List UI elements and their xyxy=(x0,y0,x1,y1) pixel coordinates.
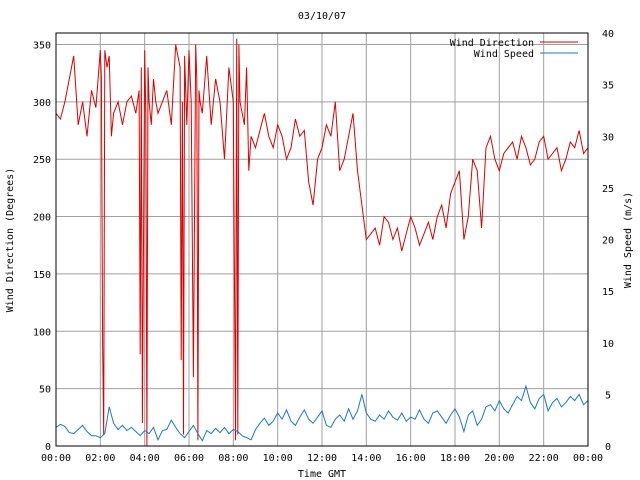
y-left-axis-ticks: 0 50 100 150 200 250 300 350 xyxy=(33,40,51,453)
y-left-tick-label: 250 xyxy=(33,155,51,166)
x-tick-label: 14:00 xyxy=(351,453,381,464)
series-lines xyxy=(55,38,589,447)
y-right-tick-label: 25 xyxy=(602,184,614,195)
plot-frame xyxy=(55,32,589,447)
y-left-tick-label: 300 xyxy=(33,98,51,109)
y-left-tick-label: 50 xyxy=(39,385,51,396)
x-tick-label: 08:00 xyxy=(218,453,248,464)
y-left-tick-label: 350 xyxy=(33,40,51,51)
legend-label-wind-direction: Wind Direction xyxy=(450,38,534,49)
x-axis-ticks: 00:00 02:00 04:00 06:00 08:00 10:00 12:00 14:00… xyxy=(41,453,603,464)
y-right-tick-label: 0 xyxy=(605,442,611,453)
x-tick-label: 18:00 xyxy=(440,453,470,464)
x-tick-label: 04:00 xyxy=(130,453,160,464)
x-tick-label: 10:00 xyxy=(263,453,293,464)
y-left-tick-label: 100 xyxy=(33,327,51,338)
x-axis-label: Time GMT xyxy=(298,469,346,480)
x-tick-label: 06:00 xyxy=(174,453,204,464)
x-tick-label: 00:00 xyxy=(41,453,71,464)
y-right-axis-ticks: 0 5 10 15 20 25 30 35 40 xyxy=(602,29,614,453)
legend-label-wind-speed: Wind Speed xyxy=(474,49,534,60)
y-left-tick-label: 150 xyxy=(33,270,51,281)
x-tick-label: 16:00 xyxy=(396,453,426,464)
series-line-wind-speed xyxy=(55,384,589,442)
x-tick-label: 02:00 xyxy=(85,453,115,464)
x-tick-label: 00:00 xyxy=(573,453,603,464)
series-line-wind-direction xyxy=(55,38,589,447)
y-right-tick-label: 15 xyxy=(602,287,614,298)
y-left-tick-label: 200 xyxy=(33,213,51,224)
y-right-tick-label: 10 xyxy=(602,339,614,350)
y-right-tick-label: 40 xyxy=(602,29,614,40)
grid-lines xyxy=(56,33,588,446)
x-tick-label: 20:00 xyxy=(484,453,514,464)
y-right-tick-label: 20 xyxy=(602,236,614,247)
y-left-tick-label: 0 xyxy=(45,442,51,453)
y-right-axis-label: Wind Speed (m/s) xyxy=(623,192,634,288)
y-right-tick-label: 5 xyxy=(605,390,611,401)
y-left-axis-label: Wind Direction (Degrees) xyxy=(5,168,16,313)
y-right-tick-label: 35 xyxy=(602,81,614,92)
legend: Wind Direction Wind Speed xyxy=(450,38,578,60)
chart-title: 03/10/07 xyxy=(298,11,346,22)
x-tick-label: 12:00 xyxy=(307,453,337,464)
x-tick-label: 22:00 xyxy=(529,453,559,464)
y-right-tick-label: 30 xyxy=(602,132,614,143)
